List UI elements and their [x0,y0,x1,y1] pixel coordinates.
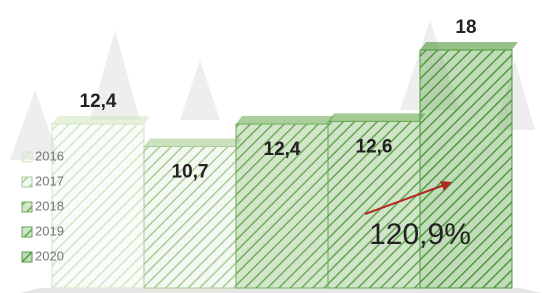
chart: 120,9% 2016 2017 2018 2019 2020 12,4 10,7 12,4… [0,0,542,293]
value-label: 12,4 [80,91,117,112]
floor [20,288,542,293]
legend-label: 2016 [35,148,64,163]
legend-swatch [22,177,32,187]
legend-label: 2017 [35,173,64,188]
legend-swatch [22,252,32,262]
legend-label: 2020 [35,248,64,263]
legend-swatch [22,227,32,237]
bar-top [328,113,426,121]
value-label: 12,4 [264,139,301,160]
value-label: 10,7 [172,162,209,183]
value-label: 18 [455,17,476,38]
legend-label: 2019 [35,223,64,238]
bar-top [420,42,518,50]
legend-swatch [22,202,32,212]
legend-swatch [22,152,32,162]
bar-top [52,116,150,124]
value-label: 12,6 [356,136,393,157]
bar [420,50,512,288]
legend-label: 2018 [35,198,64,213]
bar [52,124,144,288]
bar-top [236,116,334,124]
bar-top [144,139,242,147]
annotation: 120,9% [369,218,471,251]
